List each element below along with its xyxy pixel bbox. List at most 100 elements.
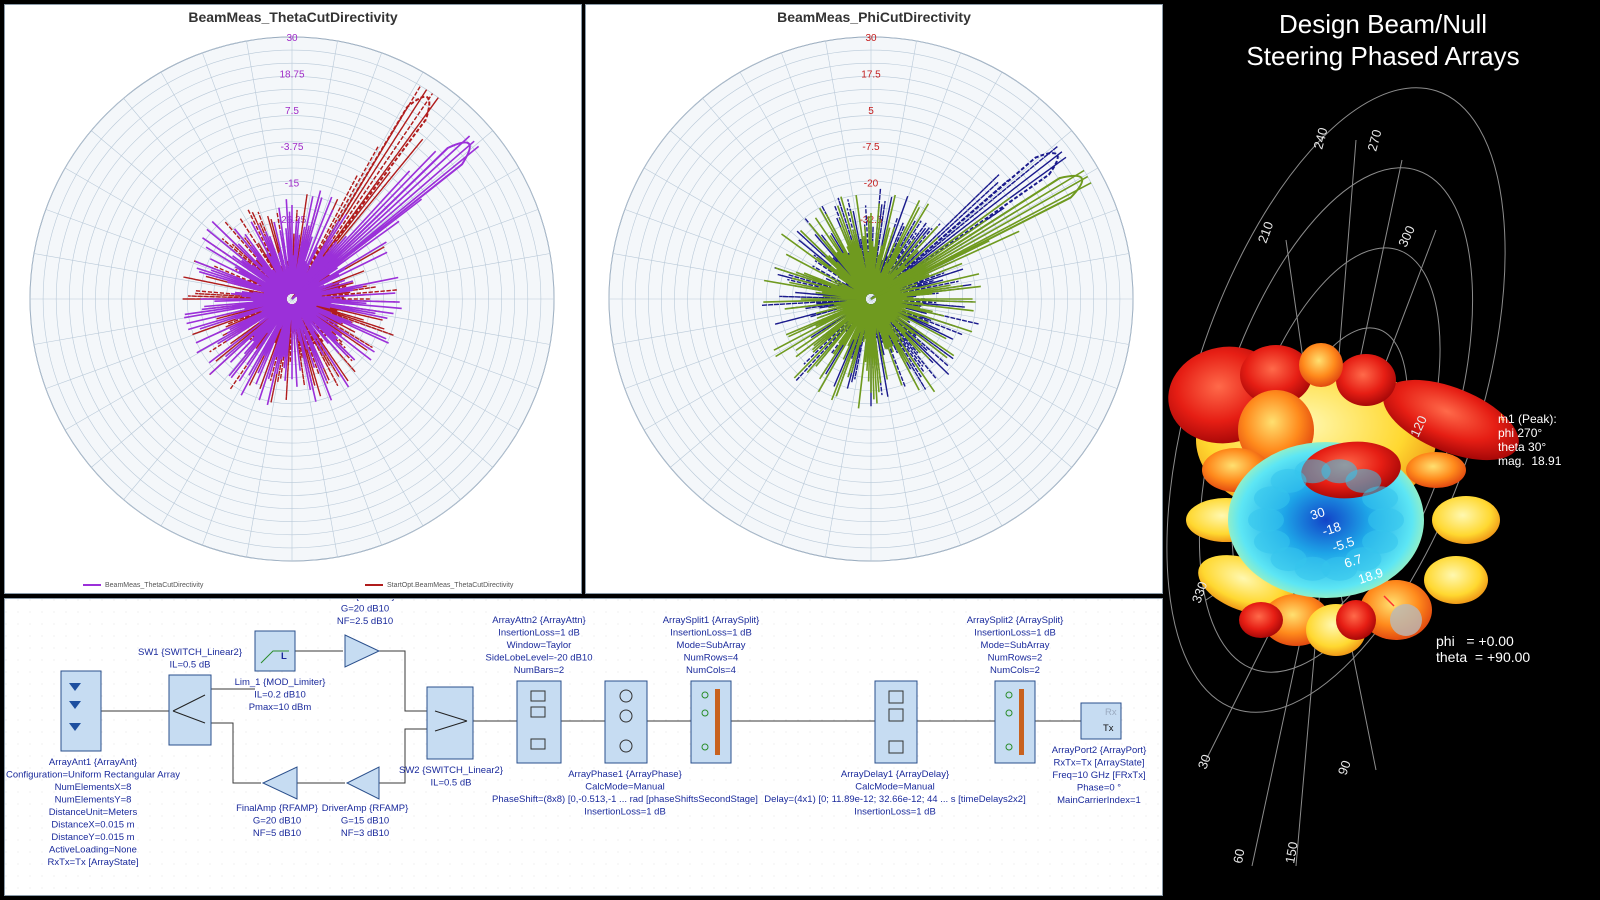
angle-label: 300 (1395, 223, 1418, 249)
schematic-array-ant-param: DistanceUnit=Meters (49, 807, 138, 818)
angle-label: 90 (1335, 758, 1354, 777)
phi-plot-title: BeamMeas_PhiCutDirectivity (777, 9, 971, 25)
theta-trace-main (184, 135, 480, 406)
angle-label: 30 (1195, 752, 1214, 771)
beam-sidelobe (1253, 529, 1290, 554)
schematic-array-ant-param: Configuration=Uniform Rectangular Array (6, 770, 180, 781)
beam-sidelobe (1368, 508, 1404, 532)
schematic-array-split1-param: NumRows=4 (684, 653, 739, 664)
array-antenna-block[interactable] (60, 670, 102, 752)
theta-legend-start: StartOpt.BeamMeas_ThetaCutDirectivity (365, 582, 513, 589)
array-delay-block[interactable] (874, 680, 918, 764)
driver-amp-amplifier[interactable] (345, 766, 380, 800)
scale-label: 6.7 (1342, 551, 1364, 571)
beam-lobe (1336, 354, 1396, 406)
angle-label: 150 (1282, 841, 1301, 865)
phi-radial-label: 5 (868, 106, 874, 117)
schematic-lim-param: Pmax=10 dBm (249, 702, 312, 713)
port-tx-label: Tx (1103, 723, 1114, 734)
schematic-final-amp-param: G=20 dB10 (253, 816, 301, 827)
phi-cut-plot-window[interactable]: BeamMeas_PhiCutDirectivity 30 17.5 5 -7.5 -2… (585, 4, 1163, 594)
schematic-canvas[interactable]: L (5, 591, 1162, 895)
marker-tick-icon: └ (1498, 415, 1506, 426)
schematic-array-phase-param: ArrayPhase1 {ArrayPhase} (568, 769, 682, 780)
beam-sidelobe (1362, 486, 1399, 511)
beam-lobe (1240, 345, 1312, 405)
array-attenuator-block[interactable] (516, 680, 562, 764)
schematic-lna-param: LNA {RFAMP} (335, 599, 395, 602)
beam-lobe (1299, 343, 1343, 387)
phi-trace-alt (763, 169, 1092, 409)
sw1-switch-block[interactable] (168, 674, 212, 746)
schematic-array-split1-param: InsertionLoss=1 dB (670, 628, 752, 639)
schematic-array-delay-param: CalcMode=Manual (855, 782, 934, 793)
schematic-array-port-param: Freq=10 GHz [FRxTx] (1052, 770, 1145, 781)
schematic-driver-amp-param: G=15 dB10 (341, 816, 389, 827)
right-panel-title: Design Beam/Null Steering Phased Arrays (1166, 8, 1600, 72)
marker-m1-line2: phi 270° (1498, 426, 1543, 440)
beam-sidelobe (1345, 468, 1382, 493)
schematic-driver-amp-param: DriverAmp {RFAMP} (322, 803, 409, 814)
cursor-phi-readout: phi = +0.00 (1436, 633, 1514, 649)
array-port-block[interactable]: Rx Tx (1080, 702, 1122, 740)
scale-label: -5.5 (1330, 534, 1356, 555)
beam-sidelobe (1294, 459, 1331, 484)
schematic-array-split2-param: InsertionLoss=1 dB (974, 628, 1056, 639)
theta-radial-label: -15 (285, 179, 300, 190)
array-split1-block[interactable] (690, 680, 732, 764)
schematic-lna-param: G=20 dB10 (341, 604, 389, 615)
beam-lobe (1432, 496, 1500, 544)
schematic-array-split2-param: Mode=SubArray (981, 640, 1050, 651)
array-phase-block[interactable] (604, 680, 648, 764)
angle-label: 240 (1310, 126, 1330, 151)
final-amp-amplifier[interactable] (261, 766, 298, 800)
marker-m1-line1: m1 (Peak): (1498, 412, 1557, 426)
beam-sidelobe (1270, 547, 1307, 572)
schematic-array-delay-param: Delay=(4x1) [0; 11.89e-12; 32.66e-12; 44… (764, 794, 1025, 805)
schematic-array-attn-param: InsertionLoss=1 dB (498, 628, 580, 639)
theta-cut-plot-window[interactable]: BeamMeas_ThetaCutDirectivity 30 18.75 7.5 -… (4, 4, 582, 594)
schematic-array-ant-param: RxTx=Tx [ArrayState] (47, 857, 138, 868)
limiter-block[interactable]: L (254, 630, 296, 672)
schematic-lim-param: Lim_1 {MOD_Limiter} (235, 677, 326, 688)
beam-sidelobe (1362, 529, 1399, 554)
beam-lobe (1336, 600, 1376, 640)
schematic-array-ant-param: DistanceX=0.015 m (51, 820, 134, 831)
schematic-array-port-param: MainCarrierIndex=1 (1057, 795, 1141, 806)
schematic-window[interactable]: L (4, 591, 1163, 896)
schematic-wires (101, 650, 1081, 784)
beam-lobe (1239, 602, 1283, 638)
schematic-array-ant-param: ArrayAnt1 {ArrayAnt} (49, 757, 137, 768)
schematic-array-delay-param: ArrayDelay1 {ArrayDelay} (841, 769, 949, 780)
lna-amplifier[interactable] (344, 634, 381, 668)
angle-label: 330 (1189, 580, 1211, 606)
scale-label: 30 (1308, 504, 1326, 523)
schematic-array-ant-param: DistanceY=0.015 m (51, 832, 134, 843)
schematic-sw1-param: SW1 {SWITCH_Linear2} (138, 647, 242, 658)
phi-radial-label: 17.5 (861, 69, 881, 80)
beam-lobes (1168, 343, 1519, 656)
array-split2-block[interactable] (994, 680, 1036, 764)
sw2-switch-block[interactable] (426, 686, 474, 760)
schematic-array-phase-param: CalcMode=Manual (585, 782, 664, 793)
beam-sidelobe (1253, 486, 1290, 511)
schematic-array-ant-param: NumElementsY=8 (55, 795, 132, 806)
schematic-array-split1-param: Mode=SubArray (677, 640, 746, 651)
phi-radial-label: -7.5 (862, 142, 880, 153)
phi-radial-label: -20 (864, 179, 879, 190)
schematic-array-attn-param: NumBars=2 (514, 665, 564, 676)
schematic-array-split2-param: NumRows=2 (988, 653, 1043, 664)
angle-label: 60 (1230, 848, 1247, 865)
cursor-theta-readout: theta = +90.00 (1436, 649, 1531, 665)
schematic-final-amp-param: FinalAmp {RFAMP} (236, 803, 318, 814)
beam-3d-view[interactable]: Design Beam/Null Steering Phased Arrays … (1166, 0, 1600, 900)
cursor-sphere-icon[interactable] (1390, 604, 1422, 636)
schematic-array-delay-param: InsertionLoss=1 dB (854, 807, 936, 818)
theta-radial-label: -3.75 (281, 142, 304, 153)
theta-radial-label: 18.75 (279, 69, 304, 80)
title-line-1: Design Beam/Null (1278, 9, 1488, 39)
